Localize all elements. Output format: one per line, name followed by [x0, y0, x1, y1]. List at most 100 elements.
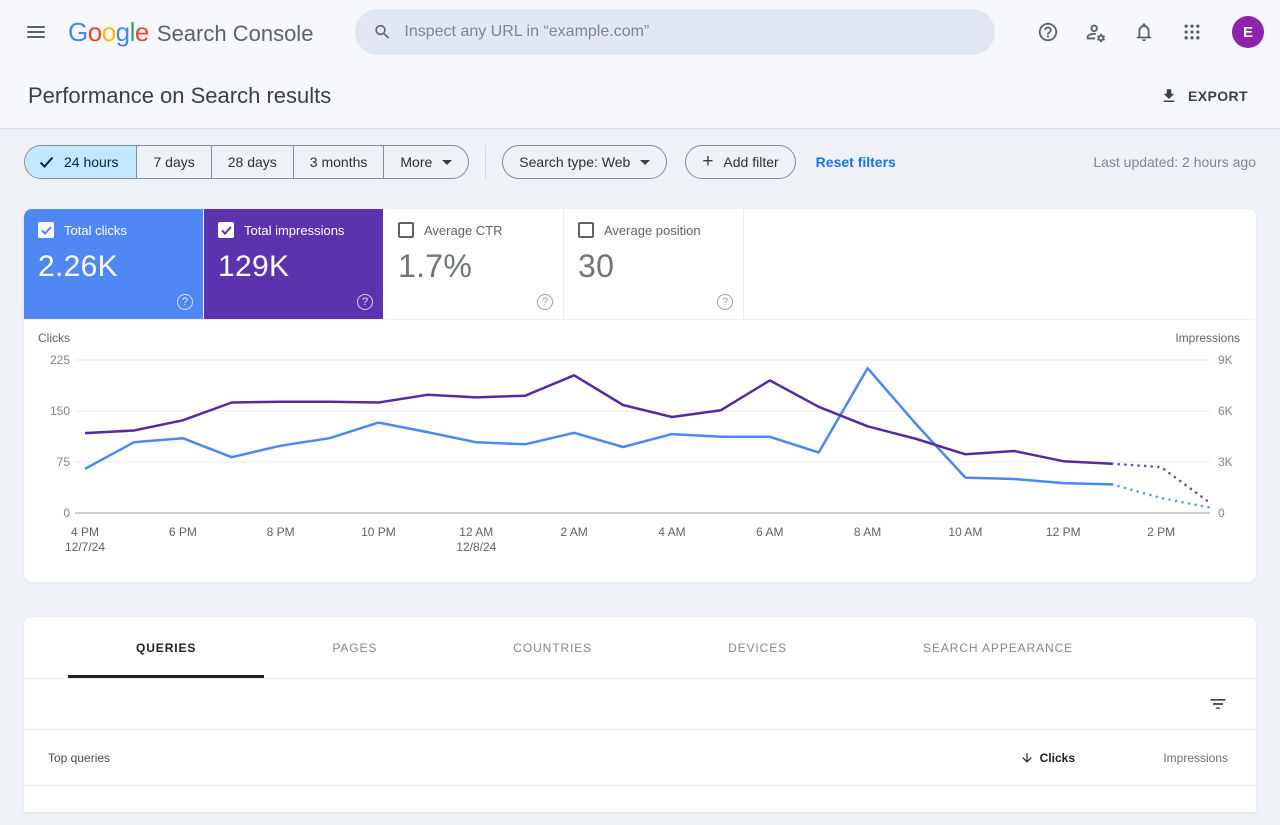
manage-accounts-icon: [1086, 24, 1106, 43]
total-clicks-tile[interactable]: Total clicks 2.26K ?: [24, 209, 204, 319]
metric-label: Total clicks: [64, 222, 127, 238]
divider: [0, 128, 1280, 129]
check-icon: [220, 225, 232, 235]
hamburger-icon: [27, 26, 45, 38]
performance-chart-panel: Total clicks 2.26K ? Total impressions 1…: [24, 209, 1256, 582]
svg-text:225: 225: [50, 353, 70, 367]
dimension-tabs: QUERIES PAGES COUNTRIES DEVICES SEARCH A…: [24, 617, 1256, 679]
tab-devices[interactable]: DEVICES: [728, 640, 788, 655]
column-clicks-sorted[interactable]: Clicks: [925, 751, 1075, 765]
svg-text:12/7/24: 12/7/24: [65, 540, 105, 554]
tab-pages[interactable]: PAGES: [332, 640, 378, 655]
metric-value: 129K: [218, 250, 290, 283]
svg-text:75: 75: [57, 455, 71, 469]
app-logo[interactable]: Google Search Console: [68, 17, 313, 48]
checkbox-checked[interactable]: [38, 222, 54, 238]
total-impressions-tile[interactable]: Total impressions 129K ?: [204, 209, 384, 319]
metric-value: 2.26K: [38, 250, 118, 283]
main-menu-button[interactable]: [24, 20, 48, 44]
checkbox-unchecked[interactable]: [398, 222, 414, 238]
svg-text:3K: 3K: [1218, 455, 1233, 469]
account-avatar[interactable]: E: [1232, 16, 1264, 48]
export-label: EXPORT: [1188, 88, 1248, 104]
svg-text:2 AM: 2 AM: [560, 525, 587, 539]
svg-text:12 PM: 12 PM: [1046, 525, 1081, 539]
main-content: 24 hours 7 days 28 days 3 months More Se…: [0, 145, 1280, 812]
header-actions: E: [1036, 16, 1264, 48]
range-24-hours[interactable]: 24 hours: [25, 146, 137, 178]
svg-text:0: 0: [1218, 506, 1225, 520]
url-inspection-searchbar[interactable]: [355, 9, 996, 55]
help-icon[interactable]: ?: [357, 294, 373, 310]
notifications-button[interactable]: [1132, 20, 1156, 44]
last-updated-text: Last updated: 2 hours ago: [1093, 154, 1256, 170]
performance-line-chart: 225 150 75 0 9K 6K 3K 0 Clicks Impressions 4 PM 6 P…: [38, 331, 1240, 554]
svg-text:0: 0: [63, 506, 70, 520]
caret-down-icon: [640, 159, 651, 165]
svg-text:6 AM: 6 AM: [756, 525, 783, 539]
product-name: Search Console: [156, 20, 314, 46]
svg-text:8 PM: 8 PM: [267, 525, 295, 539]
app-header: Google Search Console E: [0, 0, 1280, 64]
average-position-tile[interactable]: Average position 30 ?: [564, 209, 744, 319]
date-range-group: 24 hours 7 days 28 days 3 months More: [24, 145, 470, 179]
search-type-chip[interactable]: Search type: Web: [502, 145, 668, 179]
svg-text:8 AM: 8 AM: [854, 525, 881, 539]
metric-label: Total impressions: [244, 222, 345, 238]
more-label: More: [400, 154, 433, 170]
top-band: Google Search Console E Performance on S…: [0, 0, 1280, 128]
column-impressions[interactable]: Impressions: [1163, 750, 1228, 765]
svg-text:Impressions: Impressions: [1175, 331, 1240, 345]
range-label: 3 months: [309, 154, 368, 170]
reset-filters-link[interactable]: Reset filters: [815, 154, 896, 170]
export-button[interactable]: EXPORT: [1160, 87, 1248, 105]
metric-value: 30: [578, 248, 615, 284]
svg-text:9K: 9K: [1218, 353, 1233, 367]
metric-tiles: Total clicks 2.26K ? Total impressions 1…: [24, 209, 1256, 320]
clicks-header-label: Clicks: [1039, 750, 1075, 765]
svg-text:10 PM: 10 PM: [361, 525, 396, 539]
svg-text:6 PM: 6 PM: [169, 525, 197, 539]
check-icon: [40, 225, 52, 235]
range-7-days[interactable]: 7 days: [136, 146, 210, 178]
svg-text:6K: 6K: [1218, 404, 1233, 418]
filter-list-icon: [1210, 699, 1226, 709]
metric-value: 1.7%: [398, 248, 473, 284]
help-icon[interactable]: ?: [537, 294, 553, 310]
range-label: 24 hours: [64, 154, 119, 170]
range-more-menu[interactable]: More: [383, 146, 468, 178]
help-icon[interactable]: ?: [177, 294, 193, 310]
plus-icon: +: [702, 151, 714, 172]
table-toolbar: [24, 679, 1256, 730]
sort-descending-icon: [1021, 752, 1032, 763]
user-settings-button[interactable]: [1084, 20, 1108, 44]
google-apps-button[interactable]: [1180, 20, 1204, 44]
svg-text:10 AM: 10 AM: [948, 525, 982, 539]
help-icon[interactable]: ?: [717, 294, 733, 310]
svg-text:Clicks: Clicks: [38, 331, 70, 345]
average-ctr-tile[interactable]: Average CTR 1.7% ?: [384, 209, 564, 319]
column-top-queries: Top queries: [48, 750, 111, 765]
help-icon: [1038, 22, 1058, 42]
bell-icon: [1136, 23, 1152, 42]
google-logo: Google: [68, 16, 149, 47]
range-28-days[interactable]: 28 days: [210, 146, 293, 178]
checkbox-checked[interactable]: [218, 222, 234, 238]
table-header-row: Top queries Clicks Impressions: [24, 730, 1256, 786]
help-button[interactable]: [1036, 20, 1060, 44]
table-filter-button[interactable]: [1206, 692, 1230, 716]
check-icon: [39, 156, 54, 168]
range-3-months[interactable]: 3 months: [292, 146, 384, 178]
metric-label: Average CTR: [424, 222, 503, 238]
checkbox-unchecked[interactable]: [578, 222, 594, 238]
search-input[interactable]: [404, 23, 978, 41]
tab-search-appearance[interactable]: SEARCH APPEARANCE: [923, 640, 1074, 655]
tab-queries[interactable]: QUERIES: [68, 617, 265, 678]
metric-label: Average position: [604, 222, 701, 238]
dimensions-table-panel: QUERIES PAGES COUNTRIES DEVICES SEARCH A…: [24, 617, 1256, 812]
svg-text:4 AM: 4 AM: [658, 525, 685, 539]
add-filter-chip[interactable]: + Add filter: [685, 145, 796, 179]
tab-countries[interactable]: COUNTRIES: [513, 640, 593, 655]
svg-text:12 AM: 12 AM: [459, 525, 493, 539]
svg-text:150: 150: [50, 404, 70, 418]
